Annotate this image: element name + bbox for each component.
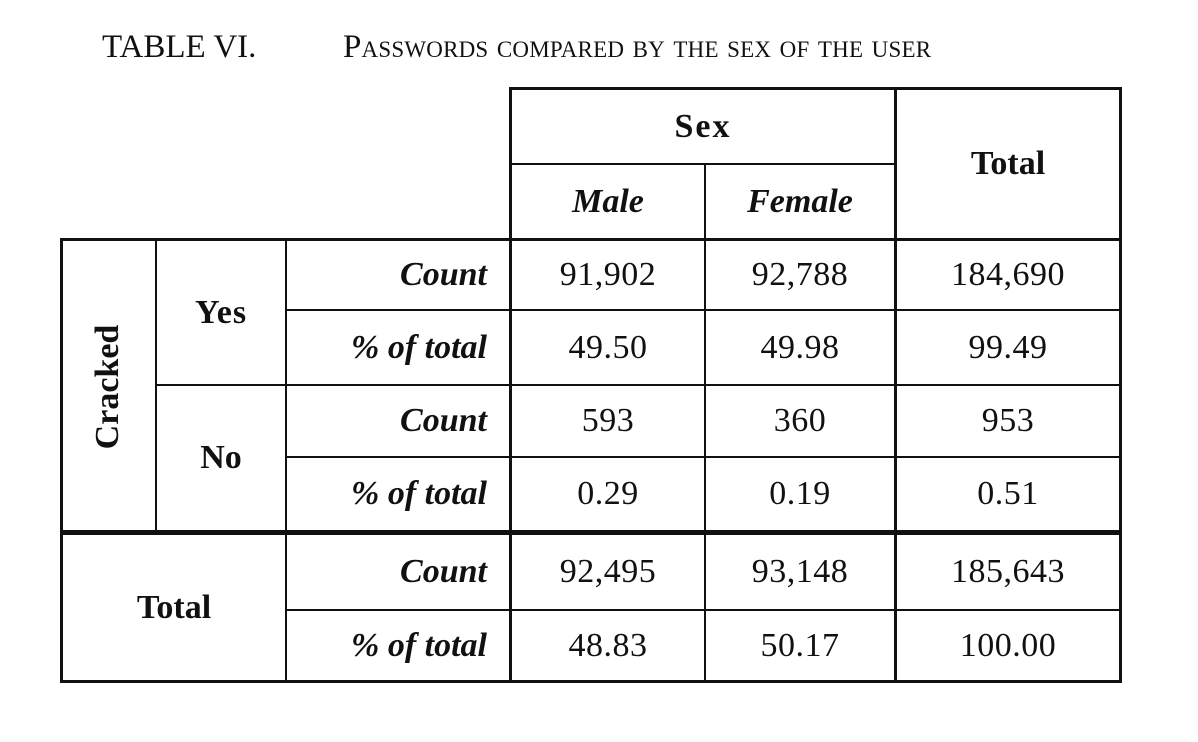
rule [509, 163, 895, 165]
header-total: Total [970, 145, 1046, 182]
cell-yes-pct-total: 99.49 [968, 328, 1048, 366]
cell-no-count-total: 953 [981, 402, 1035, 439]
rule [285, 309, 1122, 311]
row-label-yes: Yes [194, 293, 248, 331]
cell-total-pct-male: 48.83 [568, 626, 648, 664]
cell-total-count-total: 185,643 [951, 553, 1065, 590]
table-title: Passwords compared by the sex of the use… [343, 29, 932, 65]
cell-yes-pct-female: 49.98 [760, 328, 840, 366]
cell-total-pct-total: 100.00 [959, 626, 1057, 664]
cell-yes-count-total: 184,690 [951, 256, 1065, 293]
rule [509, 87, 1122, 90]
row-label-no: No [200, 439, 242, 476]
measure-label-count: Count [400, 402, 487, 439]
cell-total-pct-female: 50.17 [760, 626, 840, 664]
rule [509, 87, 512, 683]
rule [60, 680, 1122, 683]
rule [155, 238, 157, 533]
measure-label-pct: % of total [351, 626, 487, 664]
row-group-cracked: Cracked [89, 324, 126, 450]
rule [60, 530, 1122, 535]
row-label-total: Total [136, 588, 212, 626]
rule [704, 163, 706, 683]
rule [894, 87, 897, 683]
table-caption: TABLE VI. Passwords compared by the sex … [0, 22, 1198, 72]
measure-label-pct: % of total [351, 475, 487, 512]
cell-no-count-female: 360 [773, 402, 827, 439]
rule [285, 456, 1122, 458]
rule [60, 238, 1122, 241]
header-female: Female [747, 182, 853, 220]
rule [1119, 87, 1122, 683]
header-male: Male [572, 182, 644, 220]
cell-no-pct-total: 0.51 [977, 475, 1039, 512]
cell-yes-count-female: 92,788 [751, 256, 849, 293]
cell-yes-pct-male: 49.50 [568, 328, 648, 366]
rule [155, 384, 1122, 386]
cell-total-count-male: 92,495 [559, 553, 657, 590]
cell-no-pct-female: 0.19 [769, 475, 831, 512]
rule [285, 238, 287, 683]
measure-label-pct: % of total [351, 328, 487, 366]
cell-yes-count-male: 91,902 [559, 256, 657, 293]
rule [60, 238, 63, 683]
header-sex: Sex [674, 107, 732, 145]
rule [285, 609, 1122, 611]
cell-no-pct-male: 0.29 [577, 475, 639, 512]
measure-label-count: Count [400, 553, 487, 590]
table-number: TABLE VI. [102, 29, 257, 65]
measure-label-count: Count [400, 256, 487, 293]
cell-total-count-female: 93,148 [751, 553, 849, 590]
cell-no-count-male: 593 [581, 402, 635, 439]
